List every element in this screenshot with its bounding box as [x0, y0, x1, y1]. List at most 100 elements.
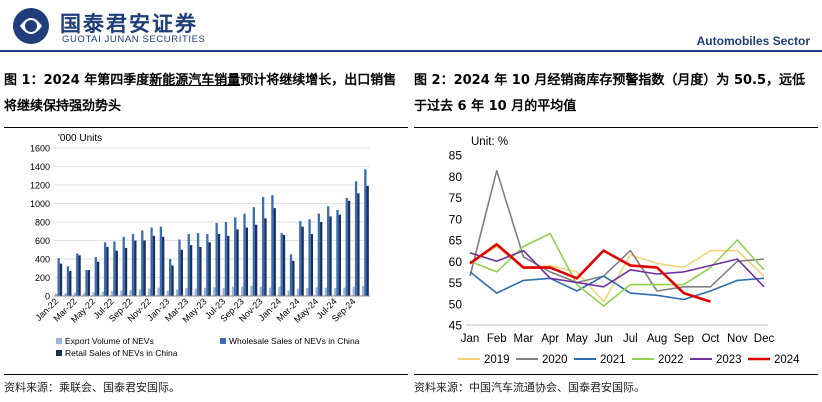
line-chart-y-tick-label: 80	[449, 170, 463, 184]
bar-retail	[245, 227, 249, 296]
line-chart-x-tick-label: Apr	[541, 333, 559, 345]
bar-retail	[273, 208, 276, 296]
report-header: 国泰君安证券 GUOTAI JUNAN SECURITIES Automobil…	[0, 0, 822, 56]
bar-export	[138, 289, 142, 296]
bar-export	[361, 285, 365, 296]
bar-chart-y-tick-label: 800	[35, 218, 50, 228]
line-chart-y-tick-label: 85	[449, 149, 463, 163]
bar-retail	[106, 246, 109, 296]
bar-retail	[357, 193, 360, 296]
line-chart-legend-label: 2022	[658, 354, 684, 366]
bar-wholesale	[327, 206, 330, 296]
guotai-junan-logo-icon	[13, 8, 49, 44]
bar-retail	[152, 235, 156, 296]
bar-wholesale	[354, 181, 358, 296]
figure2-source: 资料来源：中国汽车流通协会、国泰君安国际。	[414, 381, 645, 394]
figure1-title-part3: 预计将继续增长，出口销售将继续保持强劲势头	[4, 73, 397, 114]
bar-chart-y-tick-label: 0	[45, 292, 50, 302]
line-chart-x-tick-label: Feb	[487, 333, 507, 345]
bar-export	[129, 289, 132, 296]
line-chart-x-tick-label: Jun	[594, 333, 613, 345]
bar-chart-legend-label: Export Volume of NEVs	[65, 336, 154, 346]
bar-retail	[180, 249, 183, 296]
logo-chinese-name: 国泰君安证券	[60, 12, 198, 36]
line-series-2020	[469, 169, 765, 292]
bar-wholesale	[364, 169, 367, 296]
bar-retail	[189, 245, 193, 296]
bar-wholesale	[215, 222, 218, 296]
line-chart-x-tick-label: Oct	[702, 333, 721, 345]
bar-retail	[87, 270, 91, 296]
bar-export	[213, 287, 216, 296]
bar-chart-y-tick-label: 400	[35, 255, 50, 265]
bar-chart-y-tick-label: 1000	[30, 199, 50, 209]
bar-export	[324, 287, 328, 296]
bar-retail	[162, 236, 165, 296]
bar-export	[352, 286, 355, 296]
line-chart-x-tick-label: Jul	[623, 333, 638, 345]
sector-label: Automobiles Sector	[696, 34, 810, 48]
figure2-title: 图 2：2024 年 10 月经销商库存预警指数（月度）为 50.5，远低于过去…	[414, 73, 806, 114]
line-chart-legend-label: 2021	[600, 354, 626, 366]
bar-wholesale	[169, 259, 172, 296]
bar-export	[306, 288, 309, 296]
figure1-title: 图 1：2024 年第四季度新能源汽车销量预计将继续增长，出口销售将继续保持强劲…	[4, 68, 404, 120]
bar-wholesale	[113, 241, 116, 296]
line-chart-x-tick-label: Nov	[727, 333, 748, 345]
line-chart-y-tick-label: 75	[449, 191, 463, 205]
bar-export	[83, 293, 86, 296]
bar-wholesale	[271, 195, 274, 296]
line-chart-y-tick-label: 70	[449, 212, 463, 226]
bar-wholesale	[187, 234, 190, 296]
nev-sales-bar-chart: '000 Units02004006008001000120014001600J…	[30, 133, 370, 358]
line-series-2023	[469, 249, 765, 288]
line-chart-x-tick-label: Mar	[514, 333, 534, 345]
bar-wholesale	[234, 217, 237, 296]
bar-retail	[366, 185, 369, 296]
bar-retail	[69, 271, 72, 296]
bar-retail	[227, 235, 230, 296]
bar-wholesale	[159, 226, 163, 296]
bar-retail	[320, 222, 323, 296]
dealer-inventory-line-chart: Unit: % 45 50 55 60 65 70 75 80 85 Jan Feb Mar Apr May…	[449, 136, 801, 366]
figure1-source: 资料来源：乘联会、国泰君安国际。	[4, 381, 180, 394]
bar-export	[222, 288, 225, 296]
bar-export	[241, 286, 244, 296]
bar-chart-legend-label: Retail Sales of NEVs in China	[65, 348, 178, 358]
figure2-title-rule	[414, 127, 818, 128]
bar-retail	[254, 224, 258, 296]
bar-export	[92, 292, 95, 296]
line-chart-x-tick-label: Dec	[754, 333, 775, 345]
bar-wholesale	[76, 253, 79, 296]
line-chart-x-tick-label: Aug	[647, 333, 667, 345]
bar-retail	[301, 226, 304, 296]
bar-wholesale	[66, 266, 70, 296]
line-chart-x-tick-label: Sep	[674, 333, 694, 345]
bar-export	[120, 290, 123, 296]
bar-export	[250, 285, 253, 296]
bar-export	[343, 287, 346, 296]
line-series-2024	[469, 243, 711, 303]
bar-retail	[208, 242, 211, 296]
header-rule	[0, 50, 822, 52]
bar-wholesale	[196, 233, 200, 296]
bar-export	[55, 293, 58, 296]
line-chart-x-tick-label: May	[566, 333, 588, 345]
bar-export	[278, 286, 281, 296]
bar-export	[185, 288, 188, 296]
bar-export	[333, 288, 337, 296]
bar-retail	[134, 240, 137, 296]
bar-export	[110, 290, 114, 296]
bar-chart-legend-swatch	[220, 338, 226, 344]
bar-wholesale	[94, 257, 97, 296]
bar-chart-unit-label: '000 Units	[58, 133, 102, 144]
bar-wholesale	[206, 234, 209, 296]
line-chart-y-tick-label: 50	[449, 297, 463, 311]
bar-export	[64, 293, 67, 296]
bar-retail	[59, 263, 63, 296]
bar-export	[287, 290, 290, 296]
bar-export	[231, 286, 235, 296]
bar-chart-y-tick-label: 1600	[30, 144, 50, 154]
bar-retail	[199, 246, 202, 296]
bar-retail	[347, 200, 351, 296]
